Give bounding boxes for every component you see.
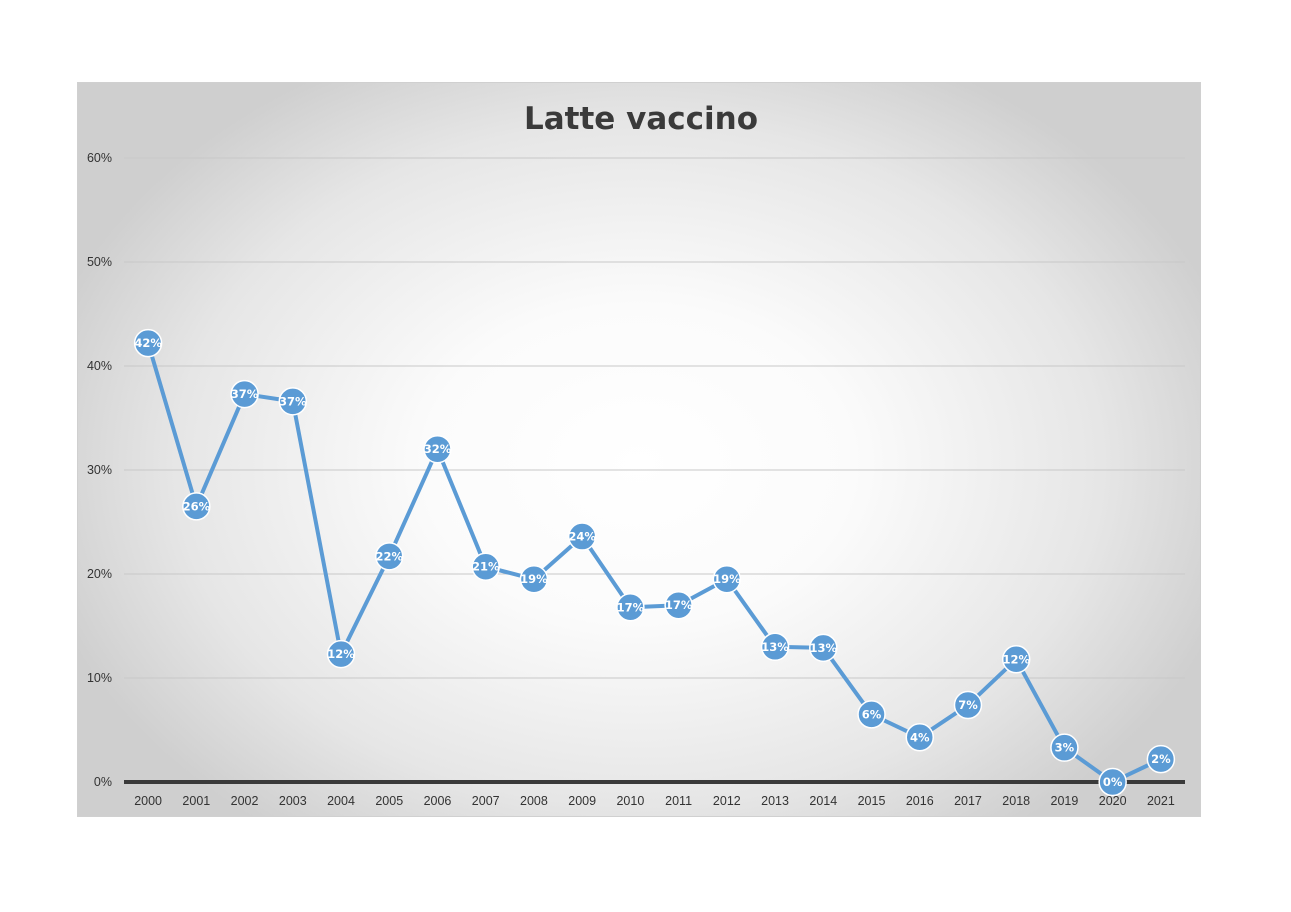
data-label: 12%	[327, 647, 355, 661]
x-tick-label: 2017	[954, 794, 982, 808]
data-point	[760, 632, 790, 662]
series-line	[146, 341, 1163, 784]
data-label: 32%	[424, 442, 452, 456]
data-label: 4%	[910, 730, 930, 744]
y-tick-label: 60%	[87, 151, 112, 165]
data-label: 13%	[761, 640, 789, 654]
x-tick-label: 2021	[1147, 794, 1175, 808]
y-tick-label: 30%	[87, 463, 112, 477]
series-line-path	[146, 341, 1163, 784]
x-tick-label: 2019	[1051, 794, 1079, 808]
x-tick-label: 2012	[713, 794, 741, 808]
data-label: 17%	[617, 600, 645, 614]
x-tick-label: 2004	[327, 794, 355, 808]
x-tick-label: 2020	[1099, 794, 1127, 808]
x-tick-label: 2001	[182, 794, 210, 808]
x-tick-label: 2013	[761, 794, 789, 808]
x-tick-label: 2005	[375, 794, 403, 808]
data-point	[326, 639, 356, 669]
x-tick-label: 2006	[424, 794, 452, 808]
data-point	[809, 633, 838, 663]
data-point	[278, 387, 308, 416]
data-point	[423, 434, 452, 464]
data-point	[375, 542, 404, 571]
data-label: 3%	[1055, 741, 1075, 755]
y-tick-label: 50%	[87, 255, 112, 269]
data-label: 12%	[1002, 652, 1030, 666]
x-tick-label: 2002	[231, 794, 259, 808]
data-point	[857, 700, 886, 729]
y-axis-ticks: 0% 10% 20% 30% 40% 50% 60%	[87, 151, 112, 789]
x-axis-ticks: 2000 2001 2002 2003 2004 2005 2006 2007 2008 2009…	[134, 794, 1175, 808]
data-point	[1146, 744, 1176, 774]
y-tick-label: 0%	[94, 775, 112, 789]
data-label: 37%	[231, 387, 259, 401]
data-point	[182, 492, 211, 521]
y-tick-label: 40%	[87, 359, 112, 373]
data-point	[616, 593, 645, 622]
data-points: 42% 26% 37% 37% 12% 22% 32% 21% 19% 24% 17% 17% 19% 1…	[133, 328, 1176, 797]
x-tick-label: 2015	[858, 794, 886, 808]
data-label: 13%	[810, 641, 838, 655]
gridlines	[124, 157, 1185, 784]
line-chart: Latte vaccino 0%10%20%30%40%50%60% 2000 2…	[87, 101, 1185, 808]
data-label: 7%	[958, 698, 978, 712]
x-tick-label: 2009	[568, 794, 596, 808]
x-tick-label: 2014	[809, 794, 837, 808]
data-point	[953, 690, 983, 720]
data-point	[519, 564, 549, 594]
data-point	[664, 590, 693, 620]
data-label: 26%	[183, 499, 211, 513]
data-point	[567, 522, 597, 551]
data-point	[1098, 767, 1127, 797]
x-tick-label: 2008	[520, 794, 548, 808]
data-point	[133, 328, 163, 358]
chart-title: Latte vaccino	[524, 101, 758, 137]
x-tick-label: 2007	[472, 794, 500, 808]
x-tick-label: 2016	[906, 794, 934, 808]
data-point	[905, 723, 934, 752]
data-label: 37%	[279, 394, 307, 408]
data-point	[230, 379, 259, 409]
data-label: 24%	[568, 530, 596, 544]
data-label: 0%	[1103, 775, 1123, 789]
x-tick-label: 2010	[616, 794, 644, 808]
data-point	[1001, 645, 1031, 674]
data-label: 2%	[1151, 752, 1171, 766]
x-tick-label: 2000	[134, 794, 162, 808]
data-label: 21%	[472, 560, 500, 574]
data-label: 6%	[862, 707, 882, 721]
data-label: 42%	[134, 336, 162, 350]
x-tick-label: 2011	[665, 794, 692, 808]
data-label: 22%	[375, 549, 403, 563]
data-point	[1050, 733, 1079, 762]
data-point	[471, 552, 500, 581]
data-label: 19%	[713, 572, 741, 586]
data-label: 19%	[520, 572, 548, 586]
chart-area: Latte vaccino 0% 10% 20% 30% 40% 50% 60% 2000 2…	[77, 82, 1201, 817]
x-tick-label: 2003	[279, 794, 307, 808]
data-point	[712, 564, 742, 594]
y-tick-label: 10%	[87, 671, 112, 685]
x-tick-label: 2018	[1002, 794, 1030, 808]
y-tick-label: 20%	[87, 567, 112, 581]
data-label: 17%	[665, 598, 693, 612]
